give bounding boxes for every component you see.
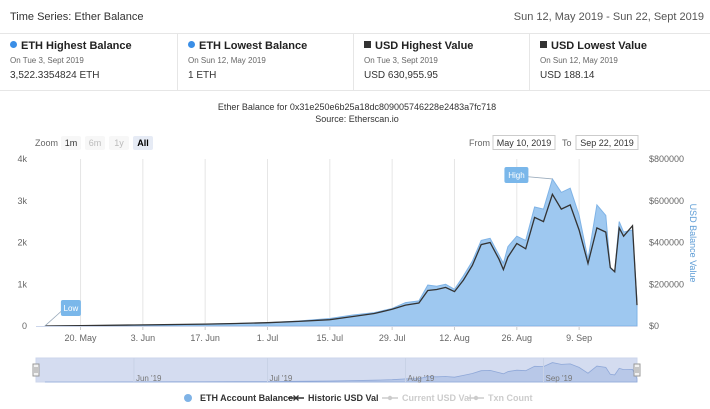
zoom-button-1y[interactable]: 1y — [109, 136, 129, 150]
y-axis-left: 0 1k 2k 3k 4k — [17, 154, 27, 331]
navigator-series — [44, 362, 638, 383]
legend-area-icon — [184, 394, 192, 402]
x-tick-label: 26. Aug — [502, 333, 533, 343]
from-label: From — [469, 138, 490, 148]
stat-date: On Sun 12, May 2019 — [188, 56, 266, 65]
flag-high: High — [504, 167, 553, 183]
flag-label: High — [508, 171, 524, 180]
navigator[interactable]: Jun '19 Jul '19 Aug '19 Sep '19 — [32, 357, 641, 383]
y-left-tick-label: 4k — [17, 154, 27, 164]
y-left-tick-label: 3k — [17, 196, 27, 206]
x-tick-label: 17. Jun — [190, 333, 220, 343]
stat-usd-lowest: USD Lowest Value On Sun 12, May 2019 USD… — [530, 34, 710, 91]
stat-value: USD 630,955.95 — [364, 70, 438, 81]
stat-usd-highest: USD Highest Value On Tue 3, Sept 2019 US… — [354, 34, 530, 91]
stat-label: USD Highest Value — [375, 40, 474, 52]
zoom-label: Zoom — [35, 138, 58, 148]
stats-bar: ETH Highest Balance On Tue 3, Sept 2019 … — [0, 34, 710, 91]
header-title: Time Series: Ether Balance — [10, 11, 144, 23]
stat-value: USD 188.14 — [540, 70, 595, 81]
handle-box — [32, 363, 40, 377]
x-tick-label: 3. Jun — [131, 333, 156, 343]
x-tick-label: 1. Jul — [257, 333, 279, 343]
legend-item[interactable]: ETH Account Balance — [184, 393, 293, 403]
y-axis-right-label: USD Balance Value — [688, 204, 698, 283]
navigator-label: Aug '19 — [408, 374, 435, 383]
y-right-tick-label: $400000 — [649, 238, 684, 248]
navigator-label: Jul '19 — [269, 374, 292, 383]
stat-label: ETH Highest Balance — [21, 40, 132, 52]
flag-low: Low — [44, 300, 81, 327]
y-right-tick-label: $800000 — [649, 154, 684, 164]
y-right-tick-label: $600000 — [649, 196, 684, 206]
legend-marker-icon — [387, 395, 393, 401]
y-left-tick-label: 1k — [17, 279, 27, 289]
to-label: To — [562, 138, 572, 148]
series-eth-account-balance — [44, 177, 638, 327]
chart-title: Ether Balance for 0x31e250e6b25a18dc8090… — [218, 102, 496, 112]
from-date-input[interactable]: May 10, 2019 — [492, 135, 556, 150]
x-axis: 20. May 3. Jun 17. Jun 1. Jul 15. Jul 29. Jul… — [36, 326, 637, 343]
legend-item[interactable]: Current USD Val — [382, 393, 472, 403]
stat-eth-lowest: ETH Lowest Balance On Sun 12, May 2019 1… — [178, 34, 354, 91]
flags: Low High — [44, 167, 553, 327]
zoom-button-6m[interactable]: 6m — [85, 136, 105, 150]
stat-date: On Tue 3, Sept 2019 — [10, 56, 84, 65]
stat-label: USD Lowest Value — [551, 40, 647, 52]
blue-dot-icon — [188, 41, 195, 48]
x-tick-label: 29. Jul — [379, 333, 406, 343]
square-icon — [364, 41, 371, 48]
navigator-handle-right[interactable] — [633, 363, 641, 377]
legend-marker-icon — [293, 395, 299, 401]
flag-box — [60, 300, 81, 316]
chart-subtitle: Source: Etherscan.io — [315, 114, 399, 124]
x-tick-label: 20. May — [65, 333, 98, 343]
from-date-value: May 10, 2019 — [497, 138, 552, 148]
navigator-label: Jun '19 — [136, 374, 162, 383]
blue-dot-icon — [10, 41, 17, 48]
flag-box — [504, 167, 529, 183]
series-historic-usd-val — [44, 192, 638, 327]
x-tick-label: 15. Jul — [317, 333, 344, 343]
x-tick-label: 12. Aug — [439, 333, 470, 343]
legend-label: ETH Account Balance — [200, 393, 293, 403]
zoom-button-label: 6m — [89, 138, 102, 148]
zoom-button-label: All — [137, 138, 149, 148]
legend: ETH Account Balance Historic USD Val Curre… — [184, 393, 533, 403]
flag-label: Low — [64, 304, 79, 313]
handle-box — [633, 363, 641, 377]
plot-area — [44, 177, 638, 327]
y-right-tick-label: $200000 — [649, 279, 684, 289]
legend-item[interactable]: Historic USD Val — [288, 393, 379, 403]
stat-value: 3,522.3354824 ETH — [10, 70, 100, 81]
stat-value: 1 ETH — [188, 70, 217, 81]
legend-label: Txn Count — [488, 393, 533, 403]
legend-marker-icon — [473, 395, 479, 401]
to-date-value: Sep 22, 2019 — [580, 138, 634, 148]
navigator-label: Sep '19 — [546, 374, 573, 383]
grid-lines — [80, 159, 580, 326]
header-date-range: Sun 12, May 2019 - Sun 22, Sept 2019 — [513, 11, 704, 23]
y-left-tick-label: 0 — [22, 321, 27, 331]
zoom-button-1m[interactable]: 1m — [61, 136, 81, 150]
stat-eth-highest: ETH Highest Balance On Tue 3, Sept 2019 … — [0, 34, 178, 91]
stat-date: On Sun 12, May 2019 — [540, 56, 618, 65]
zoom-button-label: 1y — [114, 138, 124, 148]
chart-header: Time Series: Ether Balance Sun 12, May 2… — [0, 0, 710, 34]
stat-label: ETH Lowest Balance — [199, 40, 308, 52]
legend-label: Historic USD Val — [308, 393, 379, 403]
y-right-tick-label: $0 — [649, 321, 659, 331]
x-tick-label: 9. Sep — [566, 333, 592, 343]
zoom-button-all[interactable]: All — [133, 136, 153, 150]
legend-label: Current USD Val — [402, 393, 472, 403]
y-left-tick-label: 2k — [17, 238, 27, 248]
navigator-handle-left[interactable] — [32, 363, 40, 377]
y-axis-right: $0 $200000 $400000 $600000 $800000 — [649, 154, 684, 331]
zoom-button-label: 1m — [65, 138, 78, 148]
to-date-input[interactable]: Sep 22, 2019 — [575, 135, 639, 150]
legend-item[interactable]: Txn Count — [468, 393, 533, 403]
square-icon — [540, 41, 547, 48]
stat-date: On Tue 3, Sept 2019 — [364, 56, 438, 65]
